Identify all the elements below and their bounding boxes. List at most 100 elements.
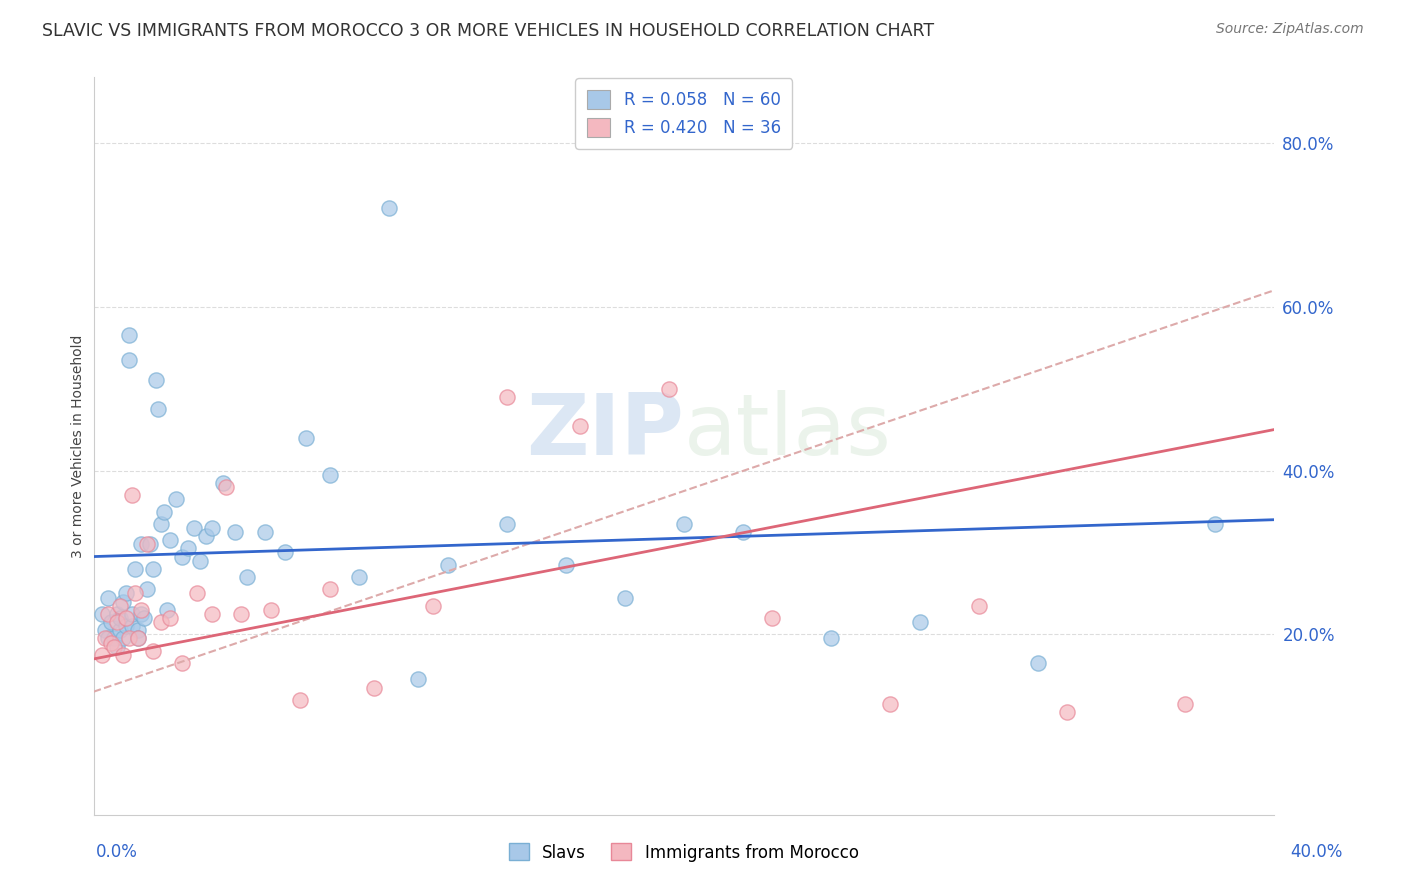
Point [94, 624, 117, 638]
Point [159, 611, 181, 625]
Point [94, 632, 117, 646]
Point [495, 390, 517, 404]
Point [172, 656, 194, 670]
Point [108, 624, 131, 638]
Point [1174, 697, 1197, 711]
Point [115, 586, 138, 600]
Point [377, 202, 399, 216]
Point [188, 554, 211, 568]
Point [112, 648, 135, 662]
Point [129, 603, 152, 617]
Point [554, 558, 576, 572]
Point [150, 615, 173, 629]
Point [150, 516, 173, 531]
Point [1026, 656, 1049, 670]
Point [967, 599, 990, 613]
Point [495, 516, 517, 531]
Point [103, 640, 125, 654]
Point [124, 586, 146, 600]
Point [132, 611, 155, 625]
Point [201, 607, 224, 621]
Point [127, 632, 149, 646]
Point [112, 632, 135, 646]
Point [172, 549, 194, 564]
Point [274, 545, 297, 559]
Point [253, 524, 276, 539]
Point [108, 611, 131, 625]
Point [201, 521, 224, 535]
Point [288, 693, 311, 707]
Point [115, 619, 138, 633]
Point [879, 697, 901, 711]
Point [229, 607, 252, 621]
Point [129, 537, 152, 551]
Legend: R = 0.058   N = 60, R = 0.420   N = 36: R = 0.058 N = 60, R = 0.420 N = 36 [575, 78, 793, 149]
Point [156, 603, 179, 617]
Point [142, 644, 165, 658]
Point [212, 475, 235, 490]
Point [121, 488, 143, 502]
Point [112, 594, 135, 608]
Point [658, 382, 681, 396]
Point [153, 504, 176, 518]
Point [103, 632, 125, 646]
Point [672, 516, 695, 531]
Point [142, 562, 165, 576]
Text: 0.0%: 0.0% [96, 843, 138, 861]
Point [100, 635, 122, 649]
Point [363, 681, 385, 695]
Point [135, 537, 157, 551]
Point [318, 582, 340, 597]
Point [1204, 516, 1226, 531]
Point [908, 615, 931, 629]
Point [115, 611, 138, 625]
Point [91, 648, 114, 662]
Text: 40.0%: 40.0% [1291, 843, 1343, 861]
Point [159, 533, 181, 548]
Point [761, 611, 783, 625]
Point [820, 632, 842, 646]
Y-axis label: 3 or more Vehicles in Household: 3 or more Vehicles in Household [72, 334, 86, 558]
Point [1056, 705, 1078, 719]
Point [436, 558, 458, 572]
Point [127, 632, 149, 646]
Point [118, 328, 141, 343]
Point [194, 529, 217, 543]
Point [105, 615, 128, 629]
Point [135, 582, 157, 597]
Point [118, 353, 141, 368]
Point [422, 599, 444, 613]
Point [148, 402, 170, 417]
Point [259, 603, 281, 617]
Point [165, 492, 187, 507]
Point [569, 418, 592, 433]
Point [118, 632, 141, 646]
Point [177, 541, 200, 556]
Point [105, 607, 128, 621]
Point [97, 591, 120, 605]
Text: SLAVIC VS IMMIGRANTS FROM MOROCCO 3 OR MORE VEHICLES IN HOUSEHOLD CORRELATION CH: SLAVIC VS IMMIGRANTS FROM MOROCCO 3 OR M… [42, 22, 935, 40]
Text: ZIP: ZIP [526, 390, 683, 473]
Point [121, 619, 143, 633]
Point [295, 431, 318, 445]
Point [100, 615, 122, 629]
Point [215, 480, 238, 494]
Point [97, 607, 120, 621]
Point [145, 374, 167, 388]
Point [236, 570, 259, 584]
Point [183, 521, 205, 535]
Point [138, 537, 160, 551]
Point [613, 591, 636, 605]
Text: atlas: atlas [683, 390, 891, 473]
Point [224, 524, 246, 539]
Point [406, 673, 429, 687]
Text: Source: ZipAtlas.com: Source: ZipAtlas.com [1216, 22, 1364, 37]
Point [97, 632, 120, 646]
Point [186, 586, 208, 600]
Point [318, 467, 340, 482]
Point [127, 624, 149, 638]
Point [347, 570, 370, 584]
Point [91, 607, 114, 621]
Point [108, 599, 131, 613]
Point [129, 607, 152, 621]
